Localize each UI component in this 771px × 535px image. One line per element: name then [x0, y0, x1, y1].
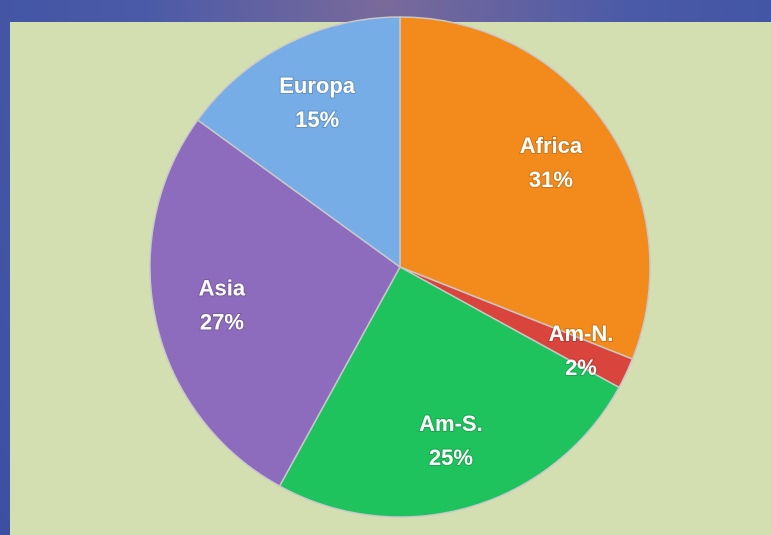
slice-category-label: Am-N. — [549, 321, 614, 346]
slice-category-label: Africa — [520, 133, 583, 158]
slice-category-label: Asia — [199, 276, 246, 301]
slice-value-label: 25% — [429, 445, 473, 470]
slice-category-label: Am-S. — [419, 411, 483, 436]
slice-value-label: 31% — [529, 167, 573, 192]
slice-value-label: 2% — [565, 355, 597, 380]
chart: Africa 31% Am-N. 2% Am-S. 25% Asia 27% Europa 15% — [0, 0, 771, 535]
slice-value-label: 15% — [295, 107, 339, 132]
slice-category-label: Europa — [279, 73, 356, 98]
slice-value-label: 27% — [200, 310, 244, 335]
